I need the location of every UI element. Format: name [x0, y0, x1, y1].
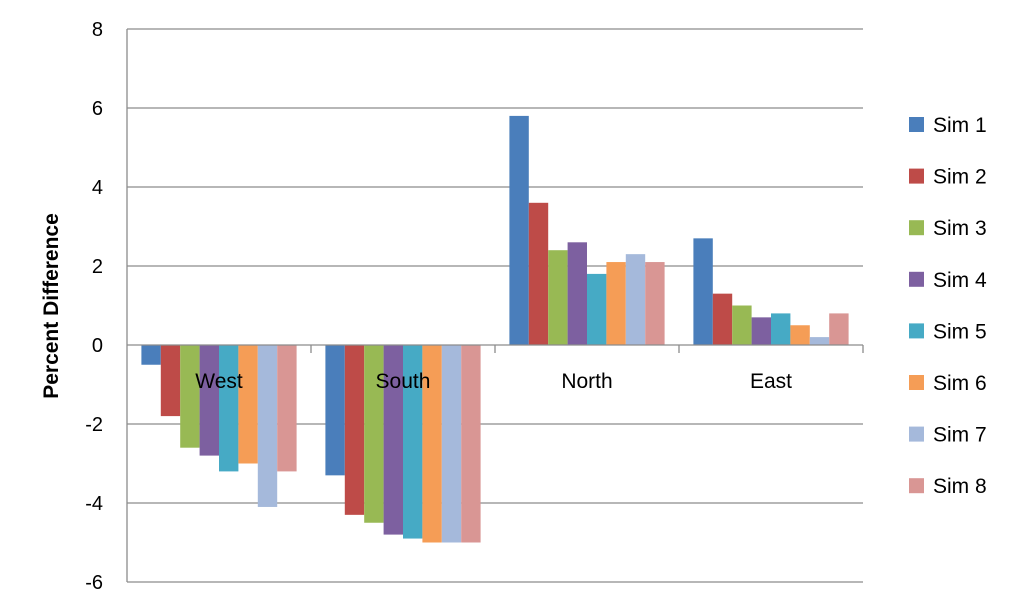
y-tick-label: 2 [92, 256, 103, 278]
bar-east-sim-5 [771, 313, 791, 345]
bar-west-sim-2 [160, 345, 181, 417]
y-tick-labels: 8 6 4 2 0 -2 -4 -6 [85, 19, 103, 594]
y-tick-label: 8 [92, 19, 103, 41]
legend-label: Sim 8 [933, 475, 987, 498]
bar-west-sim-6 [238, 345, 258, 464]
bar-south-sim-5 [403, 345, 423, 539]
bar-east-sim-8 [829, 313, 849, 345]
category-label: West [195, 370, 243, 393]
legend-swatch [909, 117, 924, 132]
legend-swatch [909, 220, 924, 236]
bar-east-sim-7 [809, 337, 830, 345]
legend-label: Sim 5 [933, 320, 987, 343]
bar-south-sim-3 [364, 345, 384, 523]
bar-east-sim-2 [712, 293, 733, 345]
category-label: South [376, 370, 431, 393]
bar-south-sim-8 [461, 345, 481, 543]
bars [141, 115, 849, 543]
bar-west-sim-7 [257, 345, 278, 507]
legend-swatch [909, 271, 924, 287]
legend-swatch [909, 426, 924, 442]
bar-north-sim-6 [606, 262, 626, 345]
bar-south-sim-2 [344, 345, 365, 515]
bar-west-sim-5 [219, 345, 239, 472]
legend-swatch [909, 323, 924, 339]
category-label: North [561, 370, 612, 393]
bar-west-sim-8 [277, 345, 297, 472]
y-tick-label: -4 [85, 493, 103, 515]
bar-north-sim-4 [567, 242, 587, 345]
y-tick-label: 6 [92, 98, 103, 120]
bar-east-sim-3 [732, 305, 752, 345]
bar-north-sim-3 [548, 250, 568, 345]
bar-west-sim-1 [141, 345, 161, 365]
bar-east-sim-6 [790, 325, 810, 345]
legend-label: Sim 4 [933, 269, 987, 292]
legend-label: Sim 2 [933, 166, 987, 189]
bar-north-sim-8 [645, 262, 665, 345]
category-label: East [750, 370, 792, 393]
legend-swatch [909, 375, 924, 390]
legend-label: Sim 1 [933, 114, 987, 137]
legend-label: Sim 7 [933, 424, 987, 447]
gridlines [127, 28, 863, 583]
y-tick-label: -2 [85, 414, 103, 436]
bar-north-sim-2 [528, 202, 549, 345]
bar-east-sim-4 [751, 317, 771, 345]
bar-south-sim-1 [325, 345, 345, 476]
bar-south-sim-4 [383, 345, 403, 535]
y-tick-label: 4 [92, 177, 103, 199]
bar-north-sim-1 [509, 115, 529, 346]
axes [126, 29, 864, 582]
legend: Sim 1 Sim 2 Sim 3 Sim 4 Sim 5 Sim 6 Sim 7 Sim 8 [909, 114, 987, 498]
bar-west-sim-4 [199, 345, 219, 456]
category-labels: West South North East [195, 370, 792, 393]
y-axis-label: Percent Difference [40, 213, 63, 399]
legend-swatch [909, 478, 924, 494]
bar-east-sim-1 [693, 238, 713, 345]
bar-south-sim-7 [441, 345, 462, 543]
y-tick-label: -6 [85, 572, 103, 594]
y-tick-label: 0 [92, 335, 103, 357]
bar-north-sim-5 [587, 273, 607, 345]
legend-label: Sim 6 [933, 372, 987, 395]
legend-swatch [909, 168, 924, 184]
bar-west-sim-3 [180, 345, 200, 448]
legend-label: Sim 3 [933, 217, 987, 240]
bar-north-sim-7 [625, 254, 646, 345]
bar-south-sim-6 [422, 345, 442, 543]
